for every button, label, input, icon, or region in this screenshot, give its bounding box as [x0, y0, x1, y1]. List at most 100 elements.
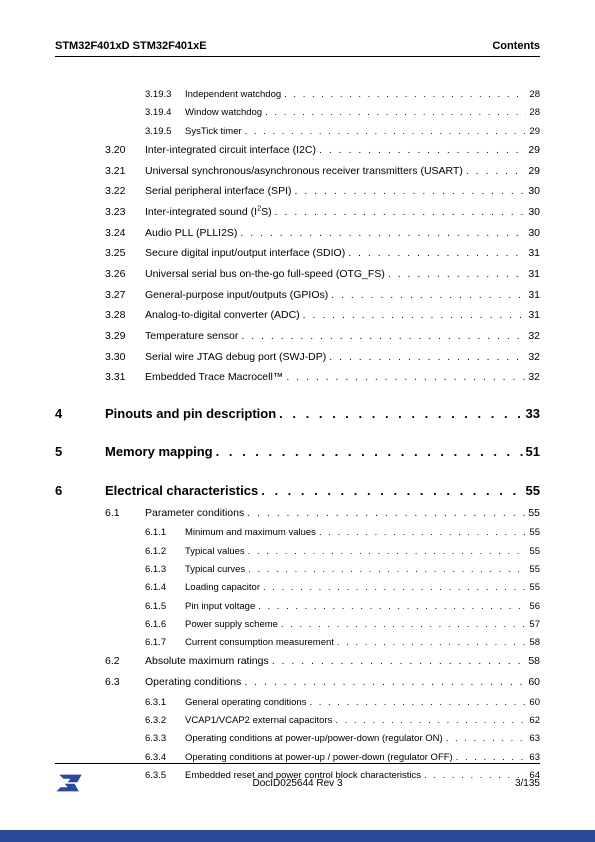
toc-entry[interactable]: 3.29Temperature sensor. . . . . . . . . … — [55, 329, 540, 344]
toc-entry[interactable]: 3.24Audio PLL (PLLI2S). . . . . . . . . … — [55, 226, 540, 241]
toc-entry[interactable]: 3.27General-purpose input/outputs (GPIOs… — [55, 288, 540, 303]
toc-entry[interactable]: 6.1Parameter conditions. . . . . . . . .… — [55, 506, 540, 521]
toc-entry-number: 3.27 — [105, 288, 145, 303]
toc-entry-title: Electrical characteristics — [105, 482, 258, 500]
toc-entry-number: 6.1.1 — [145, 526, 185, 539]
toc-entry[interactable]: 6.3Operating conditions. . . . . . . . .… — [55, 675, 540, 690]
toc-entry-number: 3.25 — [105, 246, 145, 261]
toc-entry-page: 31 — [528, 288, 540, 303]
toc-entry-title: Independent watchdog — [185, 88, 281, 101]
toc-entry-page: 62 — [529, 714, 540, 727]
toc-entry-page: 57 — [529, 618, 540, 631]
toc-entry[interactable]: 3.20Inter-integrated circuit interface (… — [55, 143, 540, 158]
toc-entry-number: 3.20 — [105, 143, 145, 158]
toc-entry-title: Temperature sensor — [145, 329, 238, 344]
toc-entry[interactable]: 6.1.2Typical values. . . . . . . . . . .… — [55, 545, 540, 558]
toc-entry-title: SysTick timer — [185, 125, 242, 138]
toc-entry[interactable]: 6.1.7Current consumption measurement. . … — [55, 636, 540, 649]
toc-entry-page: 31 — [528, 246, 540, 261]
toc-entry-title: Serial wire JTAG debug port (SWJ-DP) — [145, 350, 326, 365]
toc-entry-page: 63 — [529, 732, 540, 745]
toc-entry-title: Window watchdog — [185, 106, 262, 119]
toc-entry-title: General operating conditions — [185, 696, 306, 709]
toc-entry-number: 6.1.2 — [145, 545, 185, 558]
toc-entry-title: Inter-integrated circuit interface (I2C) — [145, 143, 316, 158]
toc-entry[interactable]: 3.30Serial wire JTAG debug port (SWJ-DP)… — [55, 350, 540, 365]
toc-entry[interactable]: 3.28Analog-to-digital converter (ADC). .… — [55, 308, 540, 323]
toc-entry[interactable]: 6.2Absolute maximum ratings. . . . . . .… — [55, 654, 540, 669]
page-footer: DocID025644 Rev 3 3/135 — [55, 763, 540, 794]
toc-entry[interactable]: 6.1.6Power supply scheme. . . . . . . . … — [55, 618, 540, 631]
toc-entry[interactable]: 4Pinouts and pin description. . . . . . … — [55, 405, 540, 423]
toc-entry-title: Embedded Trace Macrocell™ — [145, 370, 283, 385]
toc-leader-dots: . . . . . . . . . . . . . . . . . . . . … — [348, 246, 525, 261]
toc-entry[interactable]: 6.1.3Typical curves. . . . . . . . . . .… — [55, 563, 540, 576]
toc-entry-title: VCAP1/VCAP2 external capacitors — [185, 714, 332, 727]
toc-leader-dots: . . . . . . . . . . . . . . . . . . . . … — [248, 563, 526, 576]
toc-entry-page: 28 — [529, 88, 540, 101]
toc-leader-dots: . . . . . . . . . . . . . . . . . . . . … — [331, 288, 525, 303]
toc-leader-dots: . . . . . . . . . . . . . . . . . . . . … — [241, 329, 525, 344]
toc-leader-dots: . . . . . . . . . . . . . . . . . . . . … — [275, 205, 526, 220]
toc-entry[interactable]: 6.1.1Minimum and maximum values. . . . .… — [55, 526, 540, 539]
toc-entry-page: 60 — [528, 675, 540, 690]
header-left: STM32F401xD STM32F401xE — [55, 40, 207, 52]
toc-entry[interactable]: 6Electrical characteristics. . . . . . .… — [55, 482, 540, 500]
toc-entry-page: 55 — [528, 506, 540, 521]
toc-entry-page: 55 — [529, 545, 540, 558]
toc-entry-title: General-purpose input/outputs (GPIOs) — [145, 288, 328, 303]
toc-entry[interactable]: 3.19.5SysTick timer. . . . . . . . . . .… — [55, 125, 540, 138]
toc-entry-title: Serial peripheral interface (SPI) — [145, 184, 291, 199]
toc-entry[interactable]: 3.26Universal serial bus on-the-go full-… — [55, 267, 540, 282]
toc-entry-title: Inter-integrated sound (I2S) — [145, 205, 272, 220]
toc-entry[interactable]: 6.1.4Loading capacitor. . . . . . . . . … — [55, 581, 540, 594]
toc-entry[interactable]: 3.31Embedded Trace Macrocell™. . . . . .… — [55, 370, 540, 385]
toc-entry-title: Universal serial bus on-the-go full-spee… — [145, 267, 385, 282]
toc-entry-page: 28 — [529, 106, 540, 119]
toc-entry-number: 3.31 — [105, 370, 145, 385]
toc-entry-number: 3.29 — [105, 329, 145, 344]
toc-entry-number: 3.19.4 — [145, 106, 185, 119]
toc-entry[interactable]: 5Memory mapping. . . . . . . . . . . . .… — [55, 443, 540, 461]
toc-entry[interactable]: 3.22Serial peripheral interface (SPI). .… — [55, 184, 540, 199]
toc-leader-dots: . . . . . . . . . . . . . . . . . . . . … — [272, 654, 526, 669]
toc-entry-title: Parameter conditions — [145, 506, 244, 521]
toc-entry[interactable]: 6.1.5Pin input voltage. . . . . . . . . … — [55, 600, 540, 613]
toc-entry[interactable]: 6.3.3Operating conditions at power-up/po… — [55, 732, 540, 745]
toc-entry-number: 6.1.3 — [145, 563, 185, 576]
toc-entry-number: 3.23 — [105, 205, 145, 220]
toc-entry-number: 6.1.6 — [145, 618, 185, 631]
toc-leader-dots: . . . . . . . . . . . . . . . . . . . . … — [388, 267, 525, 282]
toc-entry-title: Typical curves — [185, 563, 245, 576]
toc-leader-dots: . . . . . . . . . . . . . . . . . . . . … — [244, 675, 525, 690]
toc-leader-dots: . . . . . . . . . . . . . . . . . . . . … — [281, 618, 526, 631]
toc-entry[interactable]: 3.21Universal synchronous/asynchronous r… — [55, 164, 540, 179]
toc-entry-page: 30 — [528, 184, 540, 199]
toc-entry-number: 6.3 — [105, 675, 145, 690]
toc-entry[interactable]: 3.19.4Window watchdog. . . . . . . . . .… — [55, 106, 540, 119]
toc-entry-title: Pinouts and pin description — [105, 405, 276, 423]
toc-entry[interactable]: 6.3.1General operating conditions. . . .… — [55, 696, 540, 709]
toc-leader-dots: . . . . . . . . . . . . . . . . . . . . … — [279, 405, 522, 423]
toc-leader-dots: . . . . . . . . . . . . . . . . . . . . … — [303, 308, 526, 323]
toc-entry-number: 3.22 — [105, 184, 145, 199]
toc-entry-title: Analog-to-digital converter (ADC) — [145, 308, 300, 323]
toc-entry[interactable]: 3.23Inter-integrated sound (I2S). . . . … — [55, 205, 540, 220]
toc-entry-number: 3.19.3 — [145, 88, 185, 101]
toc-entry-title: Operating conditions — [145, 675, 241, 690]
toc-entry-title: Operating conditions at power-up/power-d… — [185, 732, 443, 745]
toc-leader-dots: . . . . . . . . . . . . . . . . . . . . … — [240, 226, 525, 241]
toc-entry-page: 32 — [528, 329, 540, 344]
toc-entry-page: 31 — [528, 308, 540, 323]
toc-entry-number: 3.24 — [105, 226, 145, 241]
toc-entry-page: 32 — [528, 350, 540, 365]
toc-entry-title: Typical values — [185, 545, 245, 558]
toc-leader-dots: . . . . . . . . . . . . . . . . . . . . … — [329, 350, 525, 365]
toc-entry-number: 3.26 — [105, 267, 145, 282]
toc-entry[interactable]: 3.25Secure digital input/output interfac… — [55, 246, 540, 261]
toc-entry[interactable]: 6.3.2VCAP1/VCAP2 external capacitors. . … — [55, 714, 540, 727]
toc-entry-title: Absolute maximum ratings — [145, 654, 269, 669]
toc-entry-title: Minimum and maximum values — [185, 526, 316, 539]
toc-entry-number: 6.3.1 — [145, 696, 185, 709]
toc-entry[interactable]: 3.19.3Independent watchdog. . . . . . . … — [55, 88, 540, 101]
